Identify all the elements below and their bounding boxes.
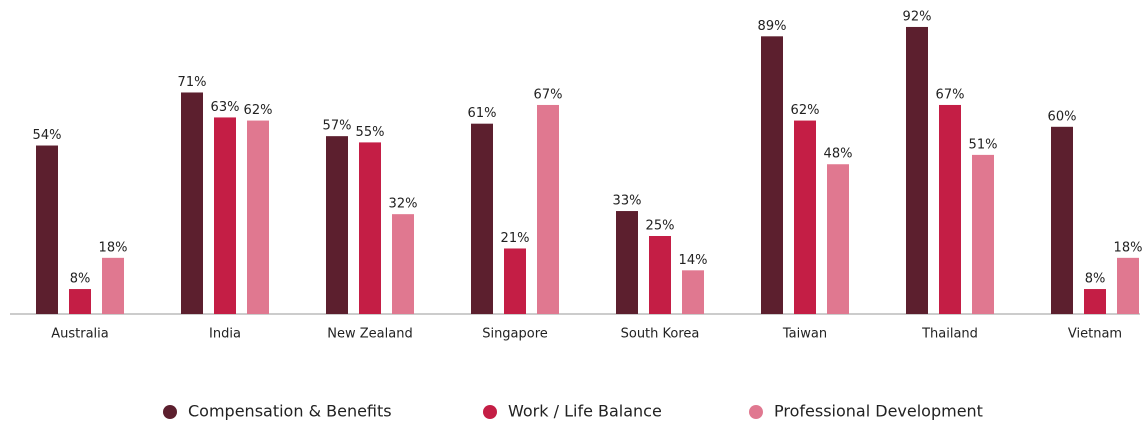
bar: [649, 236, 671, 314]
x-tick-label: South Korea: [621, 327, 700, 342]
value-label: 18%: [1114, 240, 1143, 255]
bar: [972, 154, 994, 314]
value-label: 67%: [534, 87, 563, 102]
legend-swatch: [163, 405, 177, 419]
value-label: 89%: [758, 19, 787, 34]
bar: [36, 145, 58, 314]
x-tick-label: India: [209, 327, 241, 342]
bar: [939, 104, 961, 315]
bar: [1084, 289, 1106, 314]
bar: [794, 120, 816, 314]
bar: [682, 270, 704, 314]
value-label: 62%: [791, 103, 820, 118]
bar: [214, 117, 236, 314]
legend-label: Compensation & Benefits: [188, 402, 392, 421]
legend-swatch: [749, 405, 763, 419]
bar: [906, 26, 928, 315]
x-tick-label: Australia: [51, 327, 109, 342]
bar: [102, 257, 124, 314]
legend-label: Work / Life Balance: [508, 402, 662, 421]
value-label: 63%: [211, 100, 240, 115]
value-label: 33%: [613, 194, 642, 209]
value-label: 51%: [969, 137, 998, 152]
legend-swatch: [483, 405, 497, 419]
bar: [1051, 126, 1073, 314]
bar: [616, 211, 638, 314]
bar: [1117, 257, 1139, 314]
bar: [181, 92, 203, 314]
value-label: 67%: [936, 87, 965, 102]
bar: [392, 214, 414, 314]
value-label: 48%: [824, 147, 853, 162]
value-label: 14%: [679, 253, 708, 268]
value-label: 32%: [389, 197, 418, 212]
bar: [537, 104, 559, 315]
bar: [761, 36, 783, 314]
value-label: 71%: [178, 75, 207, 90]
value-label: 8%: [70, 272, 91, 287]
value-label: 55%: [356, 125, 385, 140]
bar: [504, 248, 526, 314]
bar: [247, 120, 269, 314]
value-label: 54%: [33, 128, 62, 143]
x-tick-label: Singapore: [482, 327, 548, 342]
bar: [471, 123, 493, 315]
bar: [69, 289, 91, 314]
bar: [827, 164, 849, 314]
x-tick-label: New Zealand: [327, 327, 412, 342]
x-tick-label: Vietnam: [1068, 327, 1122, 342]
value-label: 57%: [323, 119, 352, 134]
value-label: 62%: [244, 103, 273, 118]
value-label: 18%: [99, 240, 128, 255]
x-tick-label: Thailand: [921, 327, 978, 342]
bar: [359, 142, 381, 314]
x-tick-label: Taiwan: [782, 327, 827, 342]
value-label: 8%: [1085, 272, 1106, 287]
value-label: 60%: [1048, 109, 1077, 124]
value-label: 21%: [501, 231, 530, 246]
value-label: 25%: [646, 219, 675, 234]
legend-label: Professional Development: [774, 402, 983, 421]
value-label: 61%: [468, 106, 497, 121]
value-label: 92%: [903, 9, 932, 24]
bar: [326, 136, 348, 314]
